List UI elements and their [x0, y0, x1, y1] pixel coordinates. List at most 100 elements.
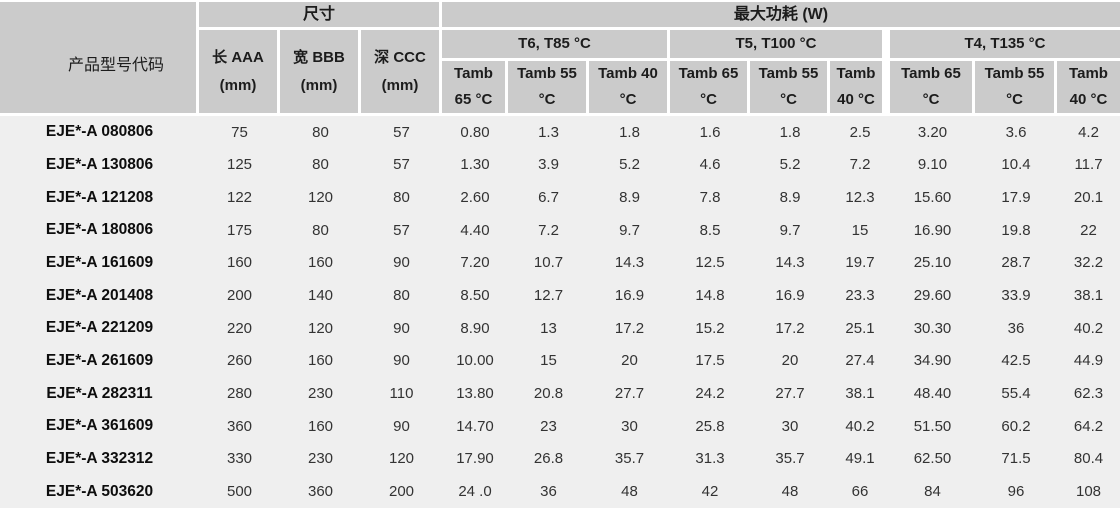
- value-cell: 48.40: [890, 377, 975, 410]
- model-cell: EJE*-A 332312: [0, 442, 199, 476]
- model-cell: EJE*-A 361609: [0, 410, 199, 443]
- value-cell: 19.8: [975, 214, 1057, 247]
- value-cell: 260: [199, 344, 280, 378]
- value-cell: 80: [361, 181, 442, 214]
- value-cell: 27.4: [830, 344, 890, 378]
- value-cell: 14.3: [750, 246, 830, 280]
- value-cell: 3.6: [975, 116, 1057, 149]
- value-cell: 280: [199, 377, 280, 410]
- value-cell: 24 .0: [442, 475, 508, 508]
- value-cell: 14.70: [442, 410, 508, 443]
- value-cell: 175: [199, 214, 280, 247]
- value-cell: 12.7: [508, 279, 589, 312]
- value-cell: 25.8: [670, 410, 750, 443]
- value-cell: 30.30: [890, 312, 975, 345]
- t6-tamb40-header: Tamb 40 °C: [589, 61, 670, 116]
- value-cell: 360: [199, 410, 280, 443]
- value-cell: 230: [280, 377, 361, 410]
- value-cell: 12.3: [830, 181, 890, 214]
- model-cell: EJE*-A 080806: [0, 116, 199, 149]
- value-cell: 230: [280, 442, 361, 476]
- value-cell: 25.1: [830, 312, 890, 345]
- value-cell: 120: [280, 312, 361, 345]
- value-cell: 20: [589, 344, 670, 378]
- value-cell: 2.60: [442, 181, 508, 214]
- t4-tamb65-header: Tamb 65 °C: [890, 61, 975, 116]
- model-cell: EJE*-A 282311: [0, 377, 199, 410]
- value-cell: 90: [361, 410, 442, 443]
- value-cell: 32.2: [1057, 246, 1120, 280]
- value-cell: 36: [975, 312, 1057, 345]
- value-cell: 17.5: [670, 344, 750, 378]
- value-cell: 140: [280, 279, 361, 312]
- value-cell: 8.90: [442, 312, 508, 345]
- value-cell: 25.10: [890, 246, 975, 280]
- value-cell: 160: [280, 246, 361, 280]
- value-cell: 28.7: [975, 246, 1057, 280]
- value-cell: 23.3: [830, 279, 890, 312]
- value-cell: 13.80: [442, 377, 508, 410]
- value-cell: 8.9: [750, 181, 830, 214]
- value-cell: 31.3: [670, 442, 750, 476]
- value-cell: 5.2: [750, 148, 830, 182]
- value-cell: 7.2: [508, 214, 589, 247]
- value-cell: 15: [830, 214, 890, 247]
- model-cell: EJE*-A 130806: [0, 148, 199, 182]
- value-cell: 12.5: [670, 246, 750, 280]
- value-cell: 8.5: [670, 214, 750, 247]
- value-cell: 96: [975, 475, 1057, 508]
- value-cell: 62.3: [1057, 377, 1120, 410]
- value-cell: 60.2: [975, 410, 1057, 443]
- value-cell: 360: [280, 475, 361, 508]
- value-cell: 4.6: [670, 148, 750, 182]
- value-cell: 36: [508, 475, 589, 508]
- width-unit: (mm): [300, 76, 338, 94]
- depth-column-header: 深 CCC (mm): [361, 30, 442, 116]
- value-cell: 35.7: [589, 442, 670, 476]
- length-unit: (mm): [219, 76, 257, 94]
- value-cell: 49.1: [830, 442, 890, 476]
- value-cell: 80: [280, 116, 361, 149]
- value-cell: 34.90: [890, 344, 975, 378]
- value-cell: 27.7: [589, 377, 670, 410]
- temp-class-t5-header: T5, T100 °C: [670, 30, 890, 61]
- width-label: 宽 BBB: [293, 48, 345, 66]
- value-cell: 55.4: [975, 377, 1057, 410]
- t4-tamb40-header: Tamb 40 °C: [1057, 61, 1120, 116]
- value-cell: 38.1: [830, 377, 890, 410]
- value-cell: 30: [750, 410, 830, 443]
- value-cell: 160: [199, 246, 280, 280]
- model-cell: EJE*-A 221209: [0, 312, 199, 345]
- value-cell: 17.9: [975, 181, 1057, 214]
- value-cell: 71.5: [975, 442, 1057, 476]
- value-cell: 57: [361, 148, 442, 182]
- value-cell: 122: [199, 181, 280, 214]
- value-cell: 220: [199, 312, 280, 345]
- depth-unit: (mm): [381, 76, 419, 94]
- value-cell: 20.8: [508, 377, 589, 410]
- value-cell: 1.6: [670, 116, 750, 149]
- value-cell: 16.9: [750, 279, 830, 312]
- value-cell: 1.8: [589, 116, 670, 149]
- value-cell: 16.9: [589, 279, 670, 312]
- value-cell: 6.7: [508, 181, 589, 214]
- value-cell: 500: [199, 475, 280, 508]
- t5-tamb55-header: Tamb 55 °C: [750, 61, 830, 116]
- value-cell: 160: [280, 410, 361, 443]
- value-cell: 120: [361, 442, 442, 476]
- value-cell: 24.2: [670, 377, 750, 410]
- value-cell: 38.1: [1057, 279, 1120, 312]
- value-cell: 9.7: [750, 214, 830, 247]
- dimensions-group-header: 尺寸: [199, 2, 442, 30]
- value-cell: 57: [361, 214, 442, 247]
- value-cell: 66: [830, 475, 890, 508]
- value-cell: 22: [1057, 214, 1120, 247]
- value-cell: 7.8: [670, 181, 750, 214]
- value-cell: 15.2: [670, 312, 750, 345]
- value-cell: 90: [361, 312, 442, 345]
- value-cell: 10.00: [442, 344, 508, 378]
- value-cell: 9.10: [890, 148, 975, 182]
- value-cell: 30: [589, 410, 670, 443]
- value-cell: 40.2: [1057, 312, 1120, 345]
- value-cell: 84: [890, 475, 975, 508]
